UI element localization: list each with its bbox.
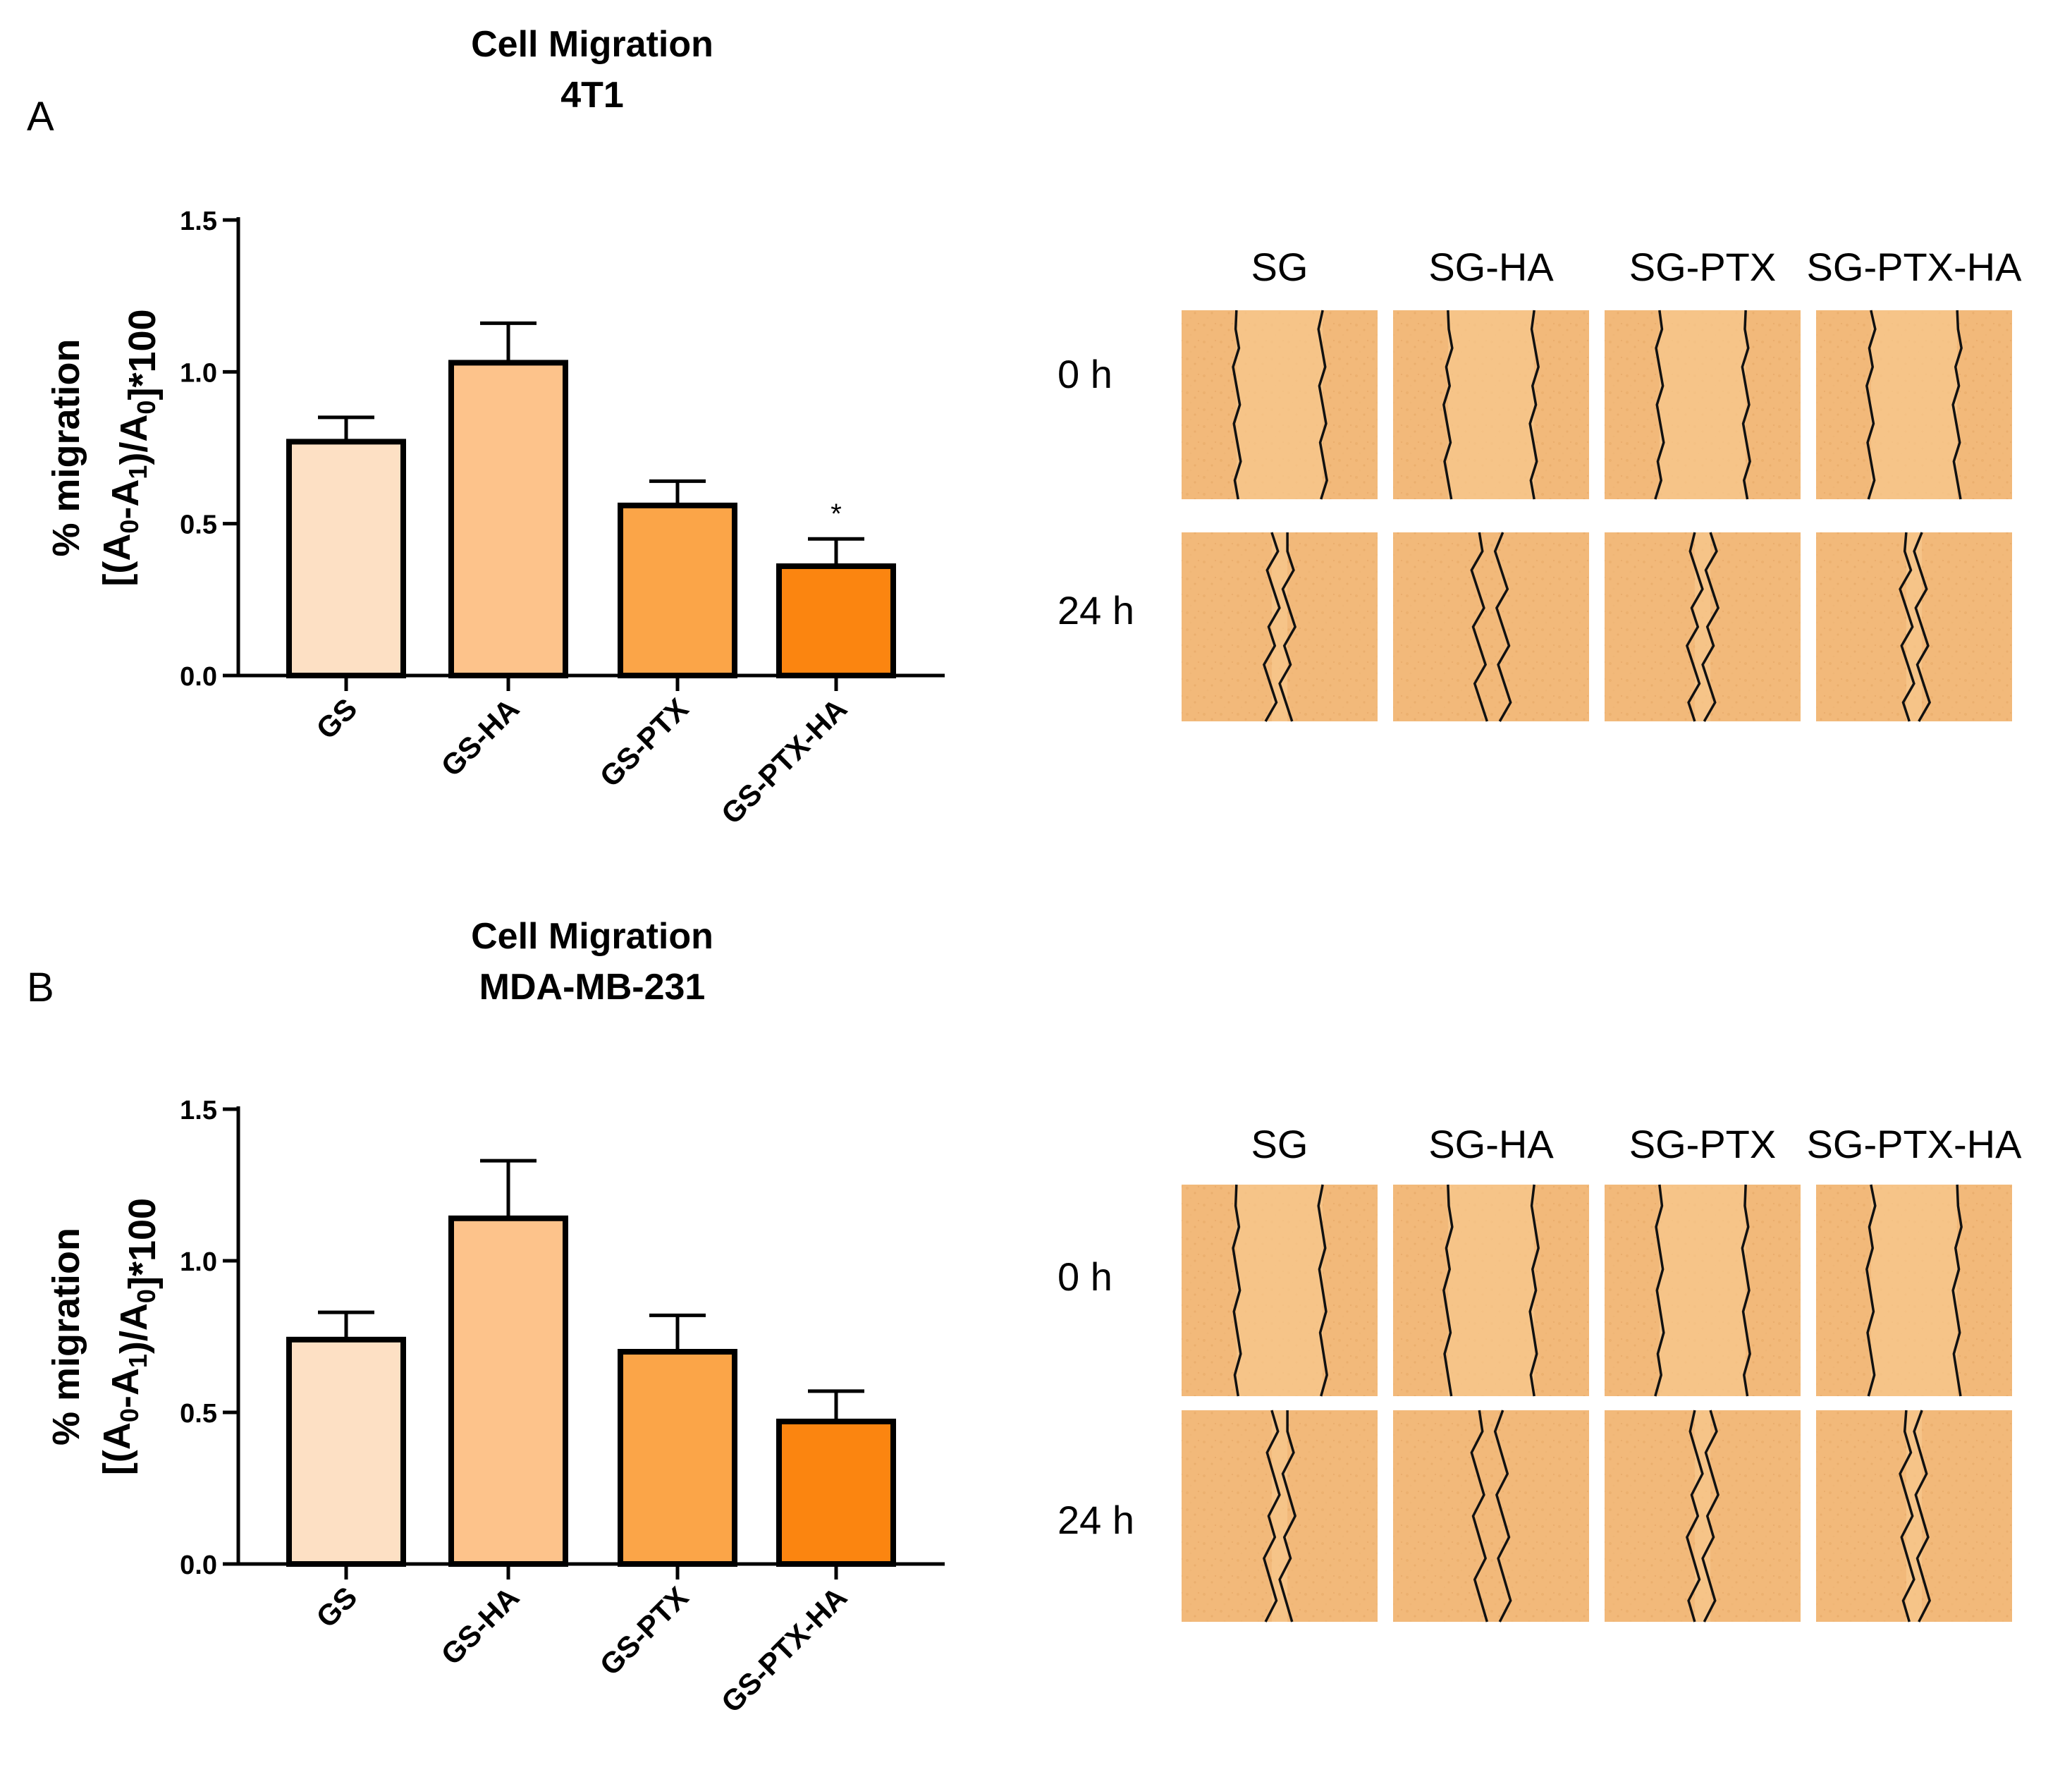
wound-edge-line bbox=[1493, 1410, 1512, 1623]
wound-edge-line bbox=[1470, 532, 1488, 722]
image-column-label: SG bbox=[1251, 245, 1308, 289]
wound-gap bbox=[1870, 1185, 1958, 1396]
bar-gs-ha bbox=[448, 1215, 568, 1568]
wound-edge-line bbox=[1278, 532, 1297, 722]
wound-edge-line bbox=[1317, 310, 1328, 500]
wound-edge-line bbox=[1232, 1184, 1242, 1397]
bar-gs-ha bbox=[448, 360, 568, 678]
bar-gs bbox=[286, 1336, 406, 1568]
y-tick-label: 0.0 bbox=[180, 662, 217, 692]
wound-edge-line bbox=[1741, 310, 1751, 500]
image-column-label: SG-PTX-HA bbox=[1807, 1122, 2023, 1166]
scratch-assay-images: SG SG-HA SG-PTX SG-PTX-HA 0 h 24 h bbox=[1058, 245, 2023, 722]
bar-gs-ptx-ha bbox=[776, 1418, 896, 1568]
x-tick-label: GS-PTX-HA bbox=[715, 692, 854, 831]
wound-edge-line bbox=[1528, 1184, 1540, 1397]
wound-gap bbox=[1659, 310, 1746, 499]
y-tick-label: 0.0 bbox=[180, 1551, 217, 1580]
panel-letter: B bbox=[27, 965, 54, 1010]
scratch-assay-images: SG SG-HA SG-PTX SG-PTX-HA 0 h 24 h bbox=[1058, 1122, 2023, 1623]
wound-edge-line bbox=[1278, 1410, 1296, 1623]
chart-panel-b: B Cell Migration MDA-MB-231 % migration[(A0… bbox=[27, 916, 2022, 1719]
wound-edge-line bbox=[1528, 310, 1540, 500]
wound-edge-line bbox=[1317, 1184, 1328, 1397]
bar-gs-ptx bbox=[618, 1349, 737, 1567]
image-row-label: 24 h bbox=[1058, 1498, 1134, 1542]
image-row-label: 0 h bbox=[1058, 352, 1112, 396]
wound-gap bbox=[1447, 310, 1535, 499]
image-column-label: SG-PTX bbox=[1629, 1122, 1776, 1166]
chart-subtitle: MDA-MB-231 bbox=[479, 967, 706, 1008]
wound-edge-line bbox=[1951, 310, 1963, 500]
panel-letter: A bbox=[27, 94, 54, 140]
bar-gs-ptx-ha bbox=[776, 563, 896, 679]
image-column-label: SG-HA bbox=[1428, 1122, 1554, 1166]
y-axis-label: % migration[(A0-A1)/A0]*100 bbox=[45, 309, 164, 586]
wound-edge-line bbox=[1741, 1184, 1751, 1397]
y-axis-label-line1: % migration bbox=[45, 338, 87, 556]
image-column-label: SG-PTX-HA bbox=[1807, 245, 2023, 289]
bar-gs bbox=[286, 439, 406, 678]
chart-subtitle: 4T1 bbox=[560, 75, 624, 116]
wound-edge-line bbox=[1232, 310, 1242, 500]
wound-gap bbox=[1870, 310, 1958, 499]
wound-gap bbox=[1271, 1410, 1288, 1622]
bar-gs-ptx bbox=[618, 502, 737, 678]
y-tick-label: 0.5 bbox=[180, 511, 217, 540]
y-tick-label: 0.5 bbox=[180, 1399, 217, 1429]
wound-edge-line bbox=[1899, 532, 1915, 722]
x-tick-label: GS-PTX bbox=[594, 1580, 695, 1682]
chart-title: Cell Migration bbox=[471, 916, 713, 957]
x-tick-label: GS bbox=[309, 1580, 363, 1634]
wound-edge-line bbox=[1951, 1184, 1963, 1397]
x-tick-label: GS-HA bbox=[434, 1580, 525, 1671]
wound-edge-line bbox=[1442, 310, 1454, 500]
chart-title: Cell Migration bbox=[471, 24, 713, 65]
x-tick-label: GS bbox=[309, 692, 363, 745]
y-tick-label: 1.5 bbox=[180, 1096, 217, 1125]
wound-edge-line bbox=[1865, 1184, 1877, 1397]
wound-edge-line bbox=[1701, 532, 1720, 722]
image-column-label: SG bbox=[1251, 1122, 1308, 1166]
y-axis-label-line2: [(A0-A1)/A0]*100 bbox=[96, 309, 164, 586]
y-axis-label: % migration[(A0-A1)/A0]*100 bbox=[45, 1198, 164, 1475]
significance-marker: * bbox=[830, 499, 842, 530]
wound-edge-line bbox=[1654, 1184, 1665, 1397]
image-row-label: 0 h bbox=[1058, 1254, 1112, 1299]
image-column-label: SG-HA bbox=[1428, 245, 1554, 289]
wound-edge-line bbox=[1685, 532, 1704, 722]
wound-edge-line bbox=[1701, 1410, 1719, 1623]
y-tick-label: 1.5 bbox=[180, 207, 217, 236]
wound-gap bbox=[1236, 1185, 1323, 1396]
wound-edge-line bbox=[1442, 1184, 1454, 1397]
image-row-label: 24 h bbox=[1058, 588, 1134, 633]
y-axis-label-line2: [(A0-A1)/A0]*100 bbox=[96, 1198, 164, 1475]
wound-gap bbox=[1271, 532, 1288, 721]
wound-edge-line bbox=[1686, 1410, 1704, 1623]
wound-edge-line bbox=[1913, 1410, 1931, 1623]
wound-gap bbox=[1447, 1185, 1535, 1396]
y-tick-label: 1.0 bbox=[180, 1247, 217, 1277]
wound-edge-line bbox=[1654, 310, 1665, 500]
wound-gap bbox=[1659, 1185, 1746, 1396]
micrograph-texture bbox=[1393, 1410, 1589, 1622]
wound-edge-line bbox=[1913, 532, 1932, 722]
wound-edge-line bbox=[1899, 1410, 1915, 1623]
x-tick-label: GS-HA bbox=[434, 692, 525, 783]
x-tick-label: GS-PTX bbox=[594, 692, 695, 793]
chart-panel-a: A Cell Migration 4T1 % migration[(A0-A1)/A0… bbox=[27, 24, 2022, 831]
image-column-label: SG-PTX bbox=[1629, 245, 1776, 289]
x-tick-label: GS-PTX-HA bbox=[715, 1580, 854, 1719]
wound-edge-line bbox=[1263, 1410, 1281, 1623]
y-tick-label: 1.0 bbox=[180, 358, 217, 388]
wound-edge-line bbox=[1470, 1410, 1488, 1623]
y-axis-label-line1: % migration bbox=[45, 1228, 87, 1446]
wound-gap bbox=[1236, 310, 1323, 499]
wound-edge-line bbox=[1493, 532, 1512, 722]
micrograph-texture bbox=[1393, 532, 1589, 721]
wound-edge-line bbox=[1865, 310, 1877, 500]
wound-edge-line bbox=[1262, 532, 1281, 722]
